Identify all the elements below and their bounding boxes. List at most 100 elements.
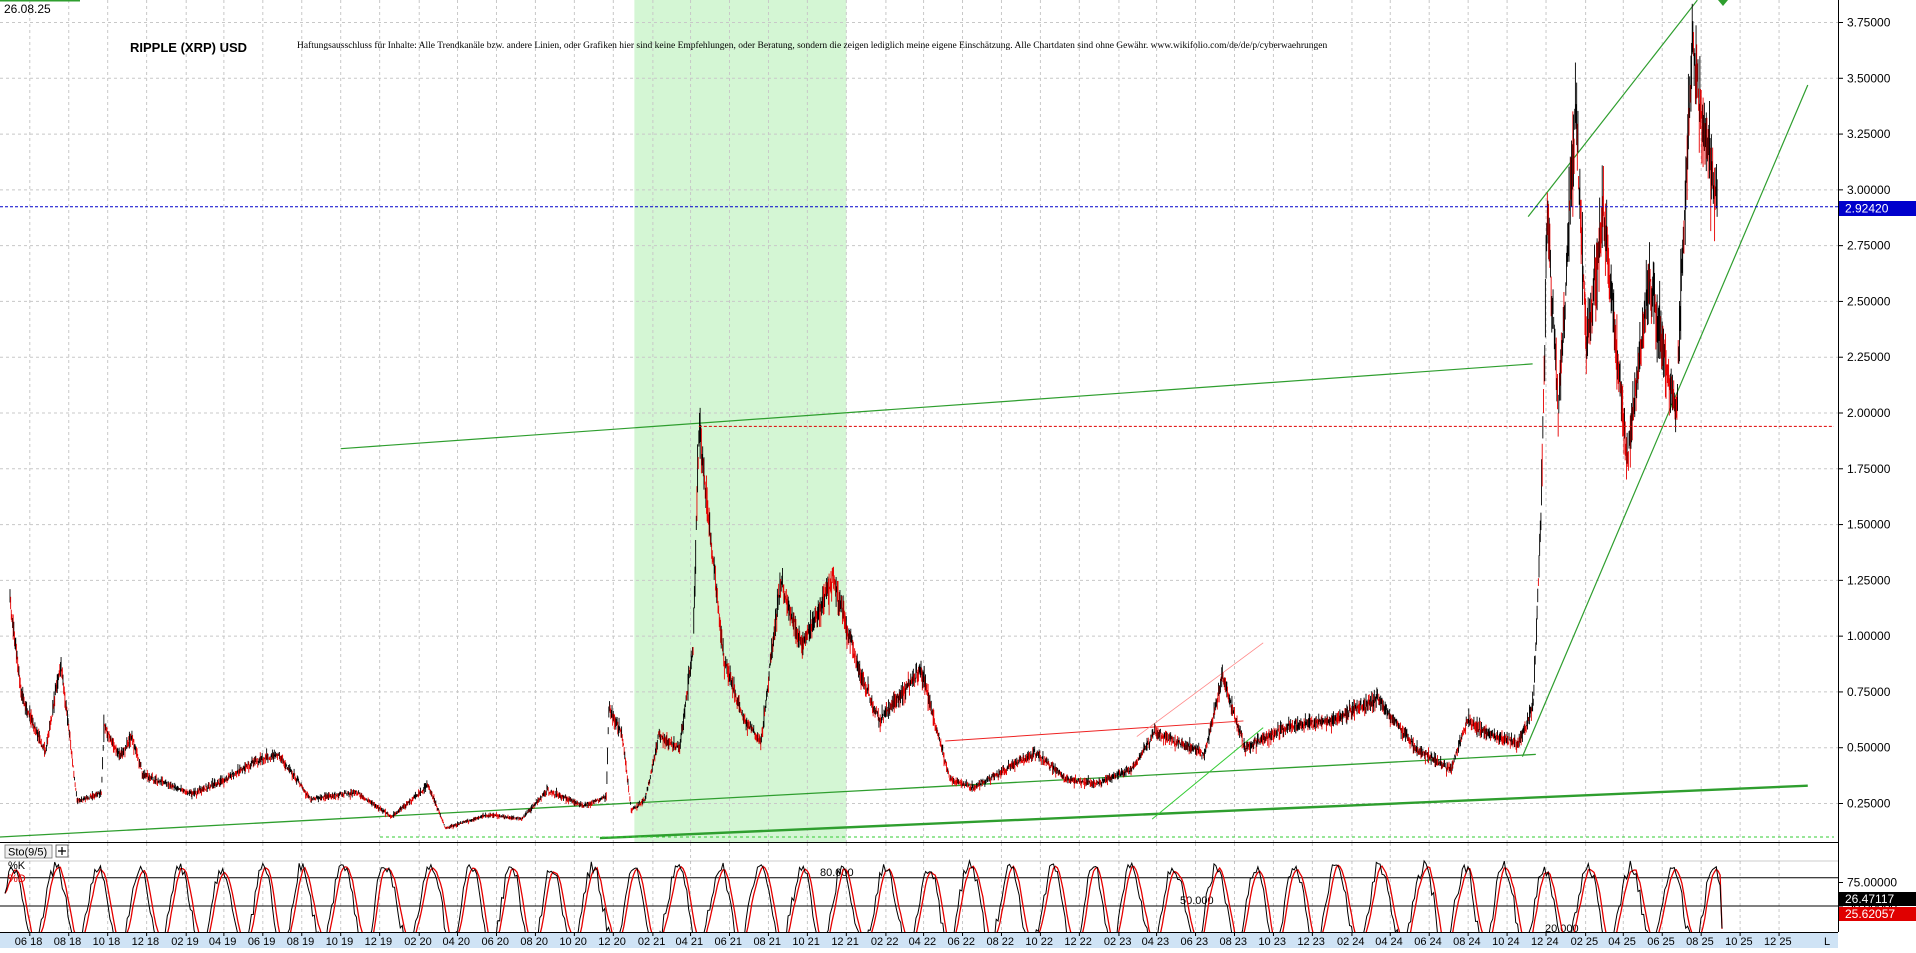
date-tick-label: 04 21 xyxy=(676,936,704,948)
date-tick-label: 12 18 xyxy=(132,936,160,948)
price-tick-label: 3.75000 xyxy=(1847,16,1891,30)
date-tick-label: 04 24 xyxy=(1375,936,1403,948)
stoch-tick-label: 75.00000 xyxy=(1847,876,1897,890)
price-tick-label: 3.00000 xyxy=(1847,183,1891,197)
trendlines xyxy=(0,0,1809,840)
date-tick-label: 06 22 xyxy=(948,936,976,948)
date-tick-label: 06 23 xyxy=(1181,936,1209,948)
price-tick-label: 2.50000 xyxy=(1847,294,1891,308)
date-tick-label: 10 22 xyxy=(1025,936,1053,948)
highlight-zone xyxy=(634,0,847,842)
axis-scale-button[interactable]: L xyxy=(1824,936,1830,948)
header-date: 26.08.25 xyxy=(4,2,51,16)
price-tick-label: 0.50000 xyxy=(1847,741,1891,755)
stoch-indicator-name: Sto(9/5) xyxy=(8,847,47,859)
date-tick-label: 02 24 xyxy=(1337,936,1365,948)
last-price-value: 2.92420 xyxy=(1845,202,1889,216)
date-tick-label: 12 19 xyxy=(365,936,393,948)
price-tick-label: 3.50000 xyxy=(1847,71,1891,85)
stoch-k-legend: %K xyxy=(8,860,26,872)
stoch-d-tag: 25.62057 xyxy=(1839,907,1916,921)
date-tick-label: 08 19 xyxy=(287,936,315,948)
trendline xyxy=(340,363,1533,450)
trendline xyxy=(0,753,1536,838)
date-tick-label: 04 22 xyxy=(909,936,937,948)
stoch-d-value: 25.62057 xyxy=(1845,907,1895,921)
plus-icon xyxy=(58,847,66,855)
date-tick-label: 08 20 xyxy=(520,936,548,948)
date-tick-label: 08 22 xyxy=(986,936,1014,948)
date-tick-label: 06 19 xyxy=(248,936,276,948)
disclaimer-text: Haftungsausschluss für Inhalte: Alle Tre… xyxy=(297,40,1328,51)
price-tick-label: 2.75000 xyxy=(1847,239,1891,253)
price-tick-label: 3.25000 xyxy=(1847,127,1891,141)
last-price-tag-bg xyxy=(1839,201,1916,216)
date-tick-label: 06 18 xyxy=(15,936,43,948)
price-tick-label: 2.00000 xyxy=(1847,406,1891,420)
price-tick-label: 1.00000 xyxy=(1847,629,1891,643)
price-tick-label: 1.75000 xyxy=(1847,462,1891,476)
date-tick-label: 04 19 xyxy=(209,936,237,948)
date-tick-label: 08 24 xyxy=(1453,936,1481,948)
date-tick-label: 12 20 xyxy=(598,936,626,948)
stoch-k-tag-bg xyxy=(1839,892,1916,906)
date-tick-label: 02 23 xyxy=(1104,936,1132,948)
date-tick-label: 10 24 xyxy=(1492,936,1520,948)
price-tick-label: 2.25000 xyxy=(1847,350,1891,364)
axis-corner xyxy=(1838,932,1916,948)
date-tick-label: 10 20 xyxy=(559,936,587,948)
date-tick-label: 12 23 xyxy=(1297,936,1325,948)
date-tick-label: 08 18 xyxy=(54,936,82,948)
date-tick-label: 02 25 xyxy=(1571,936,1599,948)
date-tick-label: 06 20 xyxy=(481,936,509,948)
trendline xyxy=(945,720,1244,742)
price-tick-label: 0.25000 xyxy=(1847,797,1891,811)
date-axis-ticks: 06 18 08 18 10 18 12 18 02 19 04 19 06 19 08 19… xyxy=(15,932,1792,948)
date-tick-label: 08 21 xyxy=(753,936,781,948)
date-tick-label: 04 23 xyxy=(1142,936,1170,948)
date-tick-label: 06 25 xyxy=(1647,936,1675,948)
price-tick-label: 1.25000 xyxy=(1847,573,1891,587)
date-tick-label: 12 25 xyxy=(1764,936,1792,948)
date-tick-label: 10 25 xyxy=(1725,936,1753,948)
trendline xyxy=(1136,642,1264,737)
date-tick-label: 12 24 xyxy=(1531,936,1559,948)
date-tick-label: 08 23 xyxy=(1219,936,1247,948)
top-arrow-marker xyxy=(1718,0,1728,6)
date-tick-label: 04 25 xyxy=(1608,936,1636,948)
price-series xyxy=(9,3,1718,830)
trendline xyxy=(1527,0,1698,218)
date-tick-label: 08 25 xyxy=(1686,936,1714,948)
date-tick-label: 10 23 xyxy=(1258,936,1286,948)
stoch-grid xyxy=(29,843,1780,931)
date-tick-label: 02 22 xyxy=(871,936,899,948)
date-tick-label: 02 20 xyxy=(404,936,432,948)
price-tick-label: 1.50000 xyxy=(1847,518,1891,532)
trendline xyxy=(1521,84,1809,757)
chart-title: RIPPLE (XRP) USD xyxy=(130,40,247,55)
date-tick-label: 02 19 xyxy=(171,936,199,948)
stoch-k-tag: 26.47117 xyxy=(1839,892,1916,906)
price-axis-ticks: 0.25000 0.50000 0.75000 1.00000 1.25000 1.500… xyxy=(1838,16,1891,811)
stoch-k-value: 26.47117 xyxy=(1845,892,1894,906)
stoch-header: Sto(9/5) %K %D xyxy=(4,844,69,885)
date-tick-label: 10 18 xyxy=(93,936,121,948)
stoch-d-legend: %D xyxy=(8,873,26,885)
stoch-d-tag-bg xyxy=(1839,907,1916,921)
date-axis-background xyxy=(0,932,1838,948)
trendline xyxy=(599,784,1808,840)
date-tick-label: 10 19 xyxy=(326,936,354,948)
date-tick-label: 12 22 xyxy=(1064,936,1092,948)
date-tick-label: 02 21 xyxy=(638,936,666,948)
stoch-indicator-box[interactable] xyxy=(4,844,53,859)
price-tick-label: 0.75000 xyxy=(1847,685,1891,699)
date-tick-label: 10 21 xyxy=(792,936,820,948)
date-tick-label: 06 24 xyxy=(1414,936,1442,948)
date-tick-label: 06 21 xyxy=(714,936,742,948)
last-price-tag: 2.92420 xyxy=(1839,201,1916,216)
date-tick-label: 12 21 xyxy=(831,936,859,948)
date-tick-label: 04 20 xyxy=(443,936,471,948)
